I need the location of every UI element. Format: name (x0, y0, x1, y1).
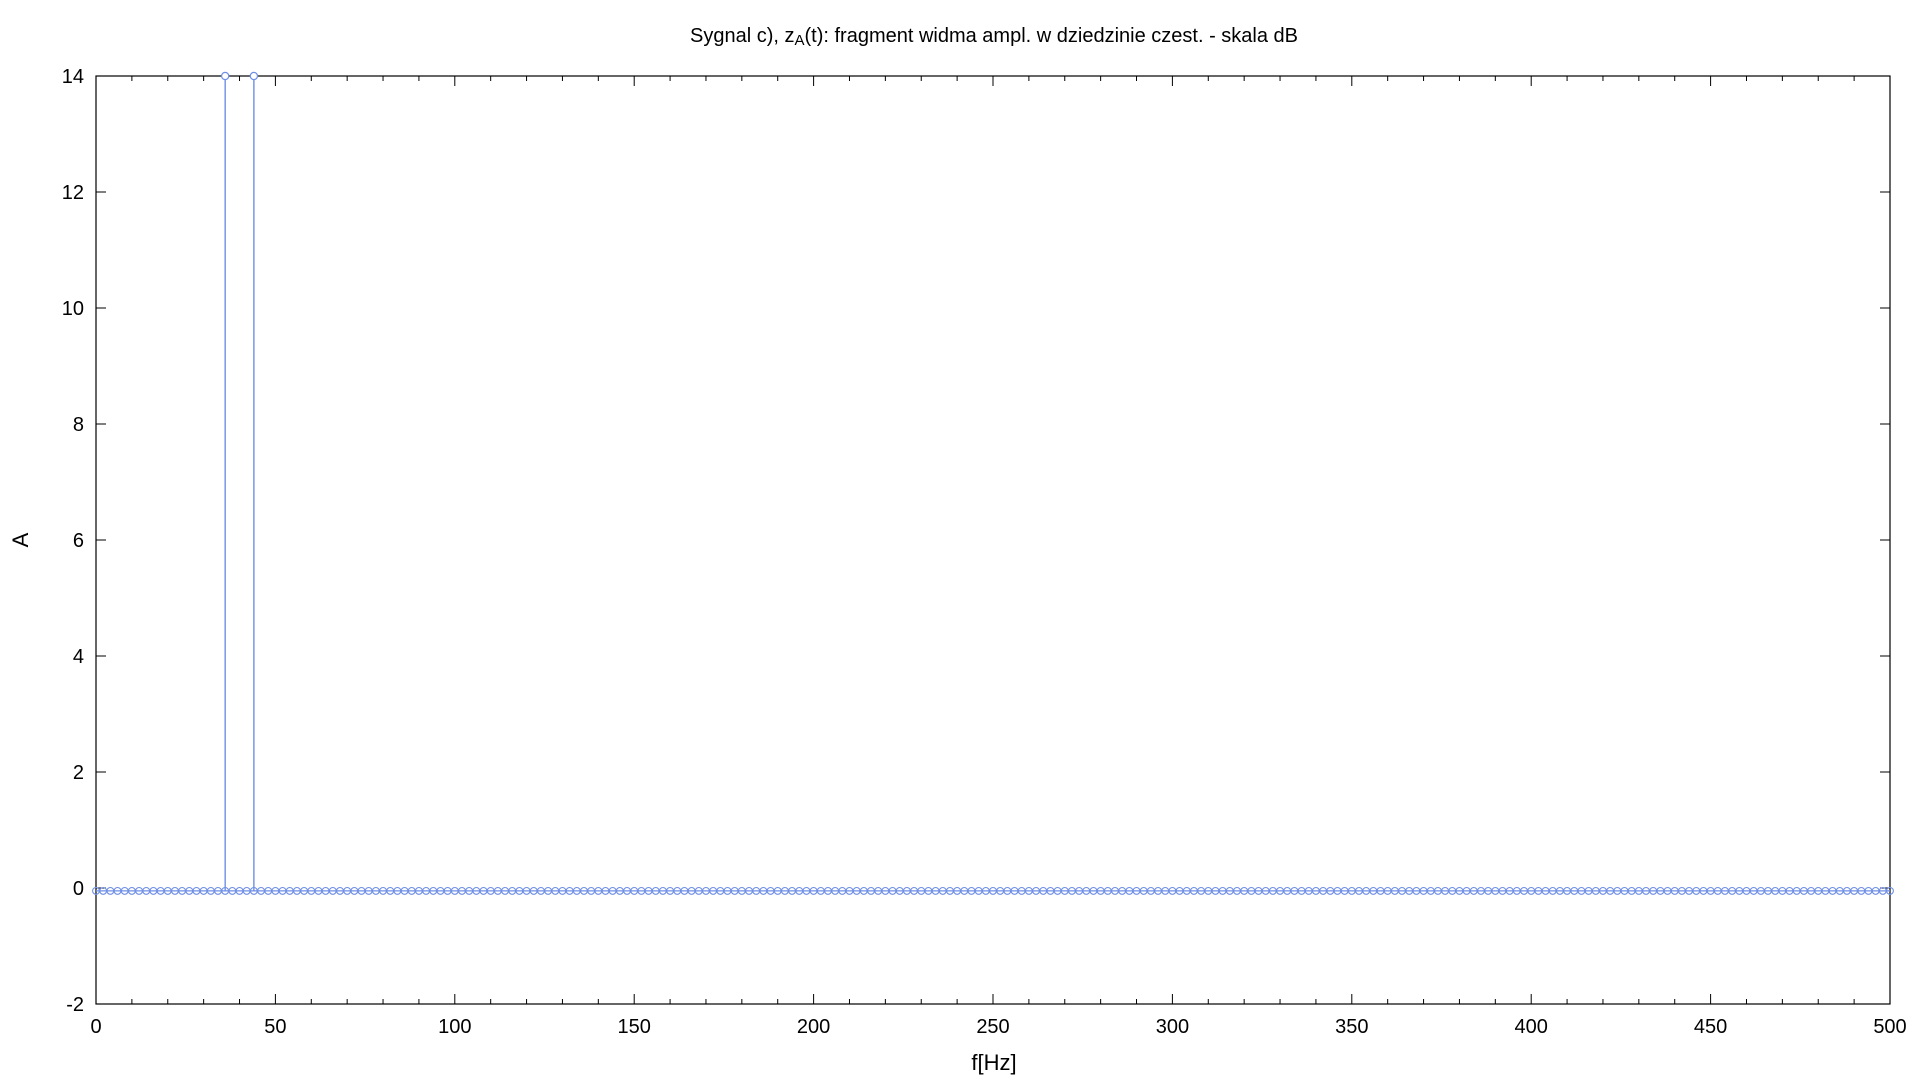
x-tick-label: 500 (1873, 1016, 1906, 1038)
x-tick-label: 300 (1156, 1016, 1189, 1038)
x-tick-label: 350 (1335, 1016, 1368, 1038)
x-axis-label: f[Hz] (971, 1050, 1016, 1075)
y-tick-label: 0 (73, 878, 84, 900)
x-tick-label: 100 (438, 1016, 471, 1038)
x-tick-label: 250 (976, 1016, 1009, 1038)
y-tick-label: 8 (73, 414, 84, 436)
x-axis-ticks: 0 50 100 150 200 250 300 350 400 450 500 (90, 76, 1907, 1038)
chart-title-subscript: A (794, 32, 804, 49)
chart-title-main: Sygnal c), z (690, 25, 794, 47)
y-tick-label: 2 (73, 762, 84, 784)
y-tick-label: 14 (62, 66, 84, 88)
x-tick-label: 400 (1515, 1016, 1548, 1038)
x-tick-label: 0 (90, 1016, 101, 1038)
chart-title: Sygnal c), zA(t): fragment widma ampl. w… (690, 25, 1298, 49)
x-tick-label: 150 (618, 1016, 651, 1038)
x-tick-label: 450 (1694, 1016, 1727, 1038)
peak-marker (220, 71, 230, 81)
spectral-peaks (220, 71, 259, 895)
y-tick-label: 4 (73, 646, 84, 668)
y-axis-label: A (8, 532, 33, 547)
peak-base-marker (221, 886, 230, 895)
plot-frame (95, 75, 1891, 1005)
y-tick-label: 6 (73, 530, 84, 552)
y-axis-ticks: -2 0 2 4 6 8 10 12 14 (62, 66, 1890, 1016)
peak-marker (249, 71, 259, 81)
y-tick-label: 10 (62, 298, 84, 320)
y-tick-label: 12 (62, 182, 84, 204)
baseline-markers (92, 886, 1894, 895)
x-tick-label: 50 (264, 1016, 286, 1038)
y-tick-label: -2 (66, 994, 84, 1016)
peak-base-marker (249, 886, 258, 895)
chart-title-rest: (t): fragment widma ampl. w dziedzinie c… (804, 25, 1298, 47)
baseline-marker (1886, 886, 1894, 895)
x-tick-label: 200 (797, 1016, 830, 1038)
